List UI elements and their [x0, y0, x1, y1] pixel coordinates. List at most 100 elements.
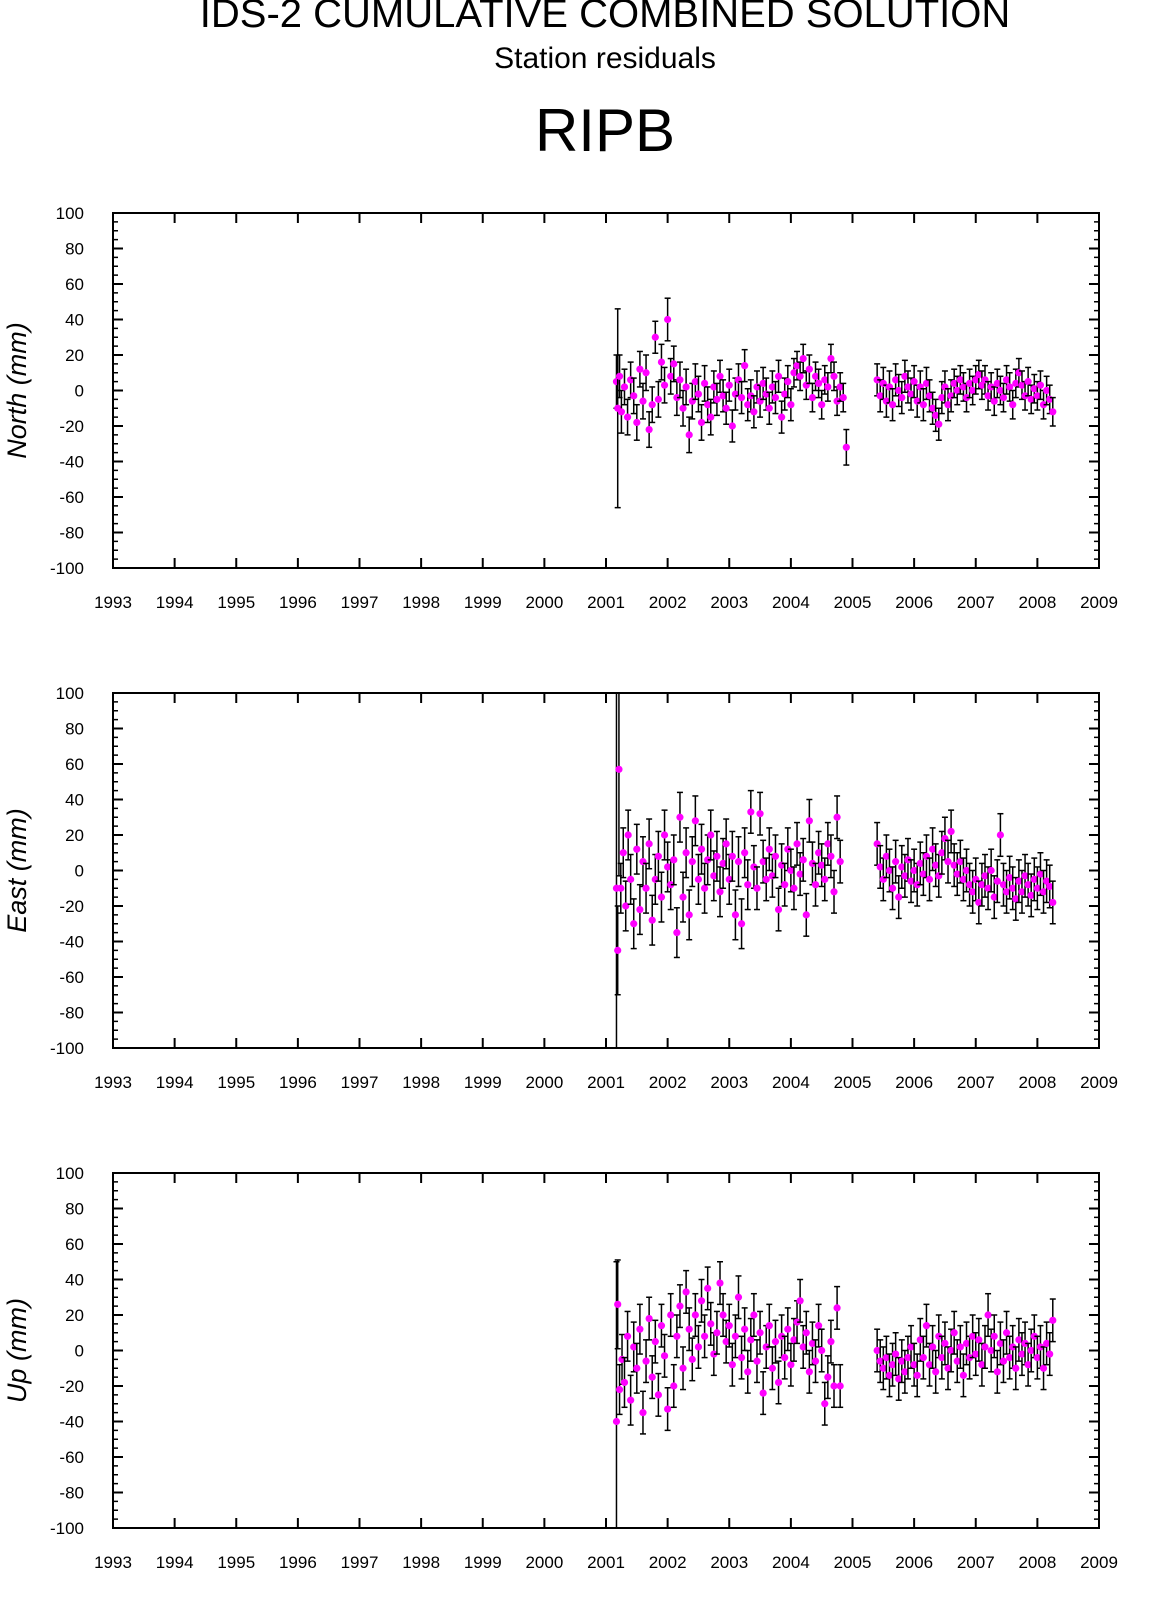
up-data-point	[898, 1357, 906, 1365]
up-data-point	[778, 1332, 786, 1340]
east-data-point	[762, 875, 770, 883]
east-data-point	[895, 893, 903, 901]
north-data-point	[922, 379, 931, 387]
north-data-point	[694, 390, 703, 398]
up-data-point	[759, 1389, 767, 1397]
east-data-point	[959, 875, 968, 883]
east-data-point	[731, 911, 740, 919]
north-data-point	[682, 383, 690, 391]
north-data-point	[617, 408, 626, 416]
north-data-point	[830, 372, 838, 380]
up-data-point	[747, 1336, 755, 1344]
north-data-point	[950, 379, 958, 387]
east-data-point	[904, 856, 912, 864]
up-data-point	[630, 1343, 638, 1351]
north-x-tick-label: 2002	[649, 593, 687, 612]
north-data-point	[805, 365, 813, 373]
north-x-tick-label: 1995	[217, 593, 255, 612]
east-data-point	[787, 866, 795, 875]
up-data-point	[873, 1346, 881, 1355]
north-data-point	[824, 383, 832, 391]
north-data-point	[710, 383, 718, 391]
up-x-tick-label: 1997	[341, 1553, 379, 1572]
up-data-point	[651, 1338, 659, 1346]
north-data-point	[691, 378, 699, 386]
east-data-point	[876, 863, 884, 871]
up-x-tick-label: 1993	[94, 1553, 132, 1572]
up-data-point	[750, 1311, 758, 1319]
up-data-point	[932, 1368, 940, 1376]
up-data-point	[821, 1400, 829, 1408]
east-data-point	[824, 840, 832, 848]
north-x-tick-label: 1996	[279, 593, 317, 612]
east-x-tick-label: 1999	[464, 1073, 502, 1092]
east-data-point	[734, 858, 743, 866]
east-data-point	[932, 861, 940, 869]
east-data-point	[713, 852, 721, 860]
east-data-point	[1027, 891, 1035, 899]
north-data-point	[1033, 392, 1041, 400]
north-data-point	[781, 390, 789, 398]
up-data-point	[787, 1361, 795, 1369]
north-data-point	[799, 354, 807, 363]
east-data-point	[614, 946, 622, 954]
north-data-point	[639, 397, 647, 405]
north-data-point	[673, 394, 681, 402]
east-data-point	[1006, 874, 1014, 882]
station-name: RIPB	[534, 97, 676, 164]
north-data-point	[919, 401, 927, 409]
east-data-point	[648, 916, 656, 924]
up-data-point	[670, 1382, 678, 1390]
up-data-point	[623, 1332, 632, 1340]
east-data-point	[781, 881, 789, 889]
north-data-point	[704, 401, 712, 409]
up-x-tick-label: 2003	[710, 1553, 748, 1572]
north-data-point	[664, 315, 672, 324]
east-data-point	[617, 884, 625, 892]
up-data-point	[679, 1364, 687, 1372]
north-y-tick-label: 60	[65, 275, 84, 294]
east-data-point	[975, 898, 983, 907]
up-data-point	[688, 1355, 696, 1363]
north-data-point	[827, 354, 835, 363]
east-data-point	[633, 845, 641, 853]
north-data-point	[808, 394, 817, 402]
north-data-point	[651, 333, 659, 341]
north-x-tick-label: 2003	[710, 593, 748, 612]
east-data-point	[990, 893, 998, 901]
north-data-point	[787, 401, 795, 409]
north-data-point	[685, 431, 693, 439]
east-data-point	[885, 866, 894, 875]
east-x-tick-label: 2003	[710, 1073, 748, 1092]
up-data-point	[697, 1297, 706, 1305]
east-y-tick-label: 80	[65, 720, 84, 739]
north-data-point	[633, 418, 641, 427]
north-data-point	[1036, 381, 1045, 389]
up-data-point	[1015, 1336, 1023, 1344]
north-data-point	[793, 362, 801, 370]
up-data-point	[895, 1375, 903, 1383]
up-data-point	[1030, 1332, 1038, 1340]
north-data-point	[898, 394, 906, 402]
up-residuals-chart: 1993 1994 1995 1996 1997 1998 1999 2000 2001 2002…	[2, 1164, 1118, 1572]
north-data-point	[784, 378, 792, 386]
up-y-tick-label: 100	[56, 1164, 84, 1183]
up-data-point	[984, 1311, 992, 1319]
up-y-tick-label: -100	[50, 1519, 84, 1538]
east-x-tick-label: 1994	[156, 1073, 194, 1092]
north-data-point	[839, 394, 847, 402]
up-data-point	[793, 1318, 801, 1326]
east-data-point	[741, 849, 749, 857]
up-data-point	[1027, 1346, 1035, 1355]
up-data-point	[876, 1357, 884, 1365]
north-data-point	[630, 392, 638, 400]
up-data-point	[701, 1332, 709, 1340]
up-data-point	[627, 1396, 635, 1404]
east-data-point	[984, 884, 992, 892]
north-x-tick-label: 2005	[834, 593, 872, 612]
east-data-point	[978, 881, 986, 889]
north-x-tick-label: 2006	[895, 593, 933, 612]
north-data-point	[1012, 379, 1020, 387]
up-data-point	[707, 1320, 715, 1328]
east-data-point	[1002, 888, 1011, 896]
